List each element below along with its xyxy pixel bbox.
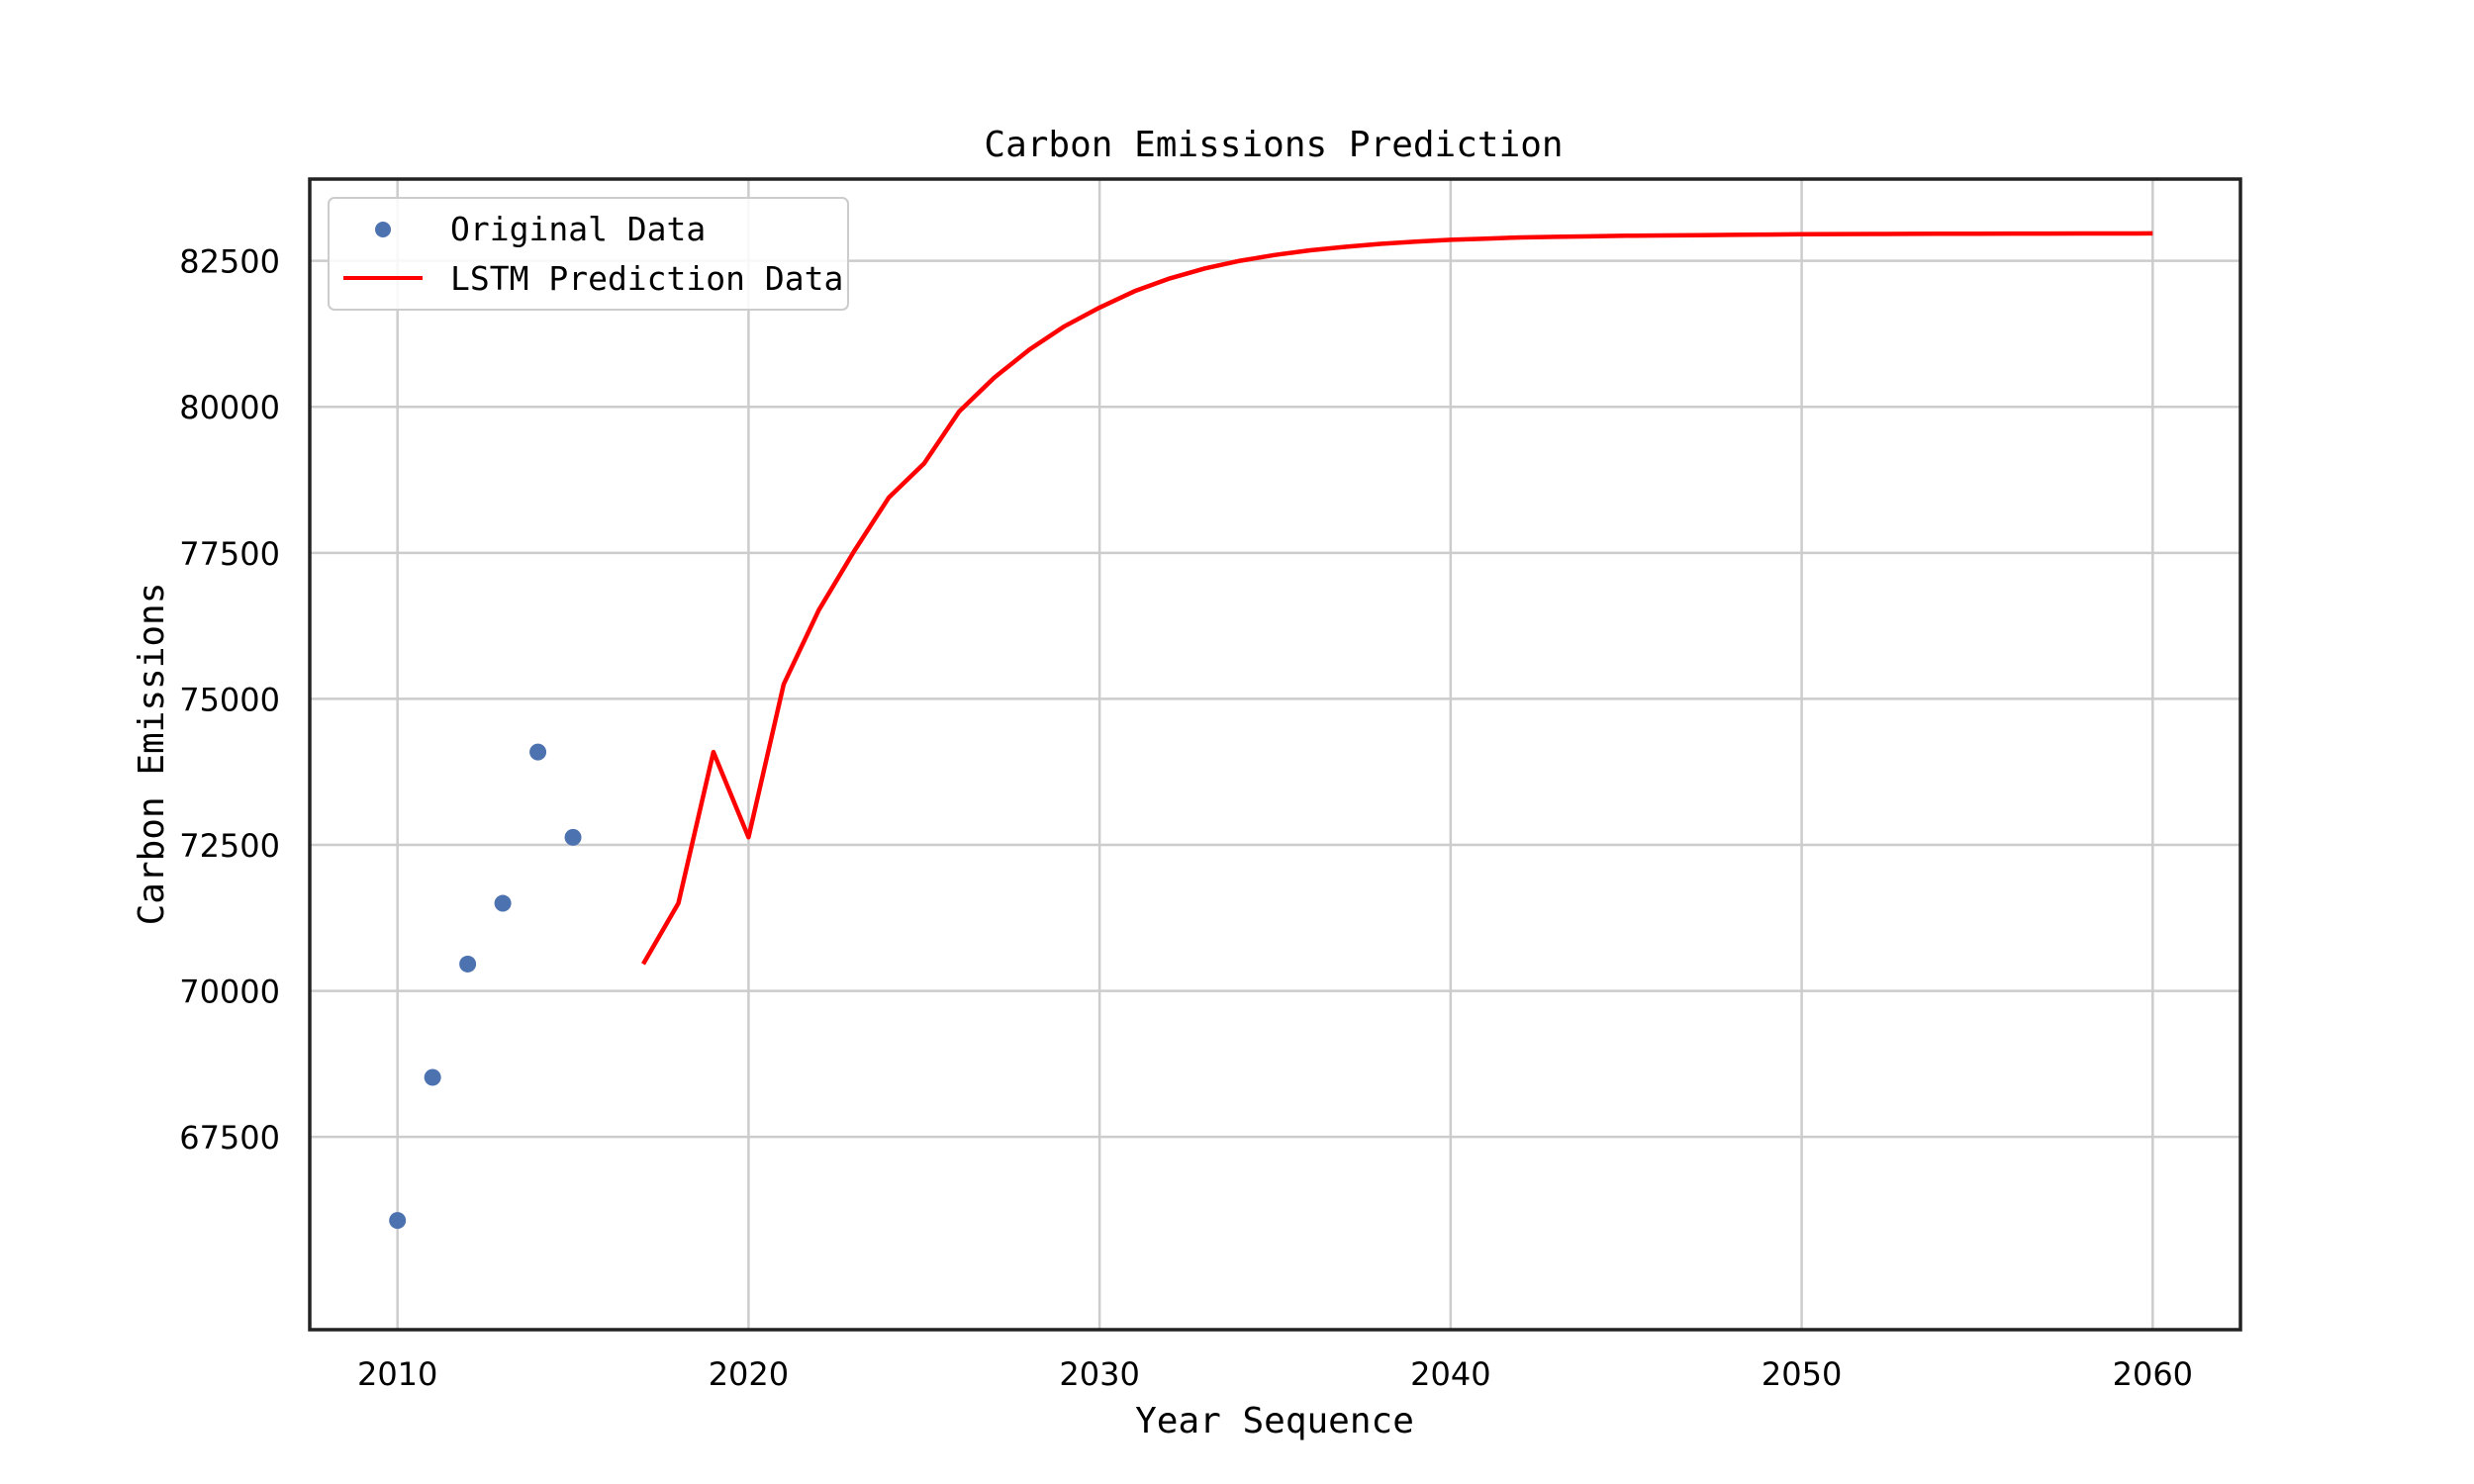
x-tick-label: 2050 [1761,1355,1842,1393]
original-data-point [424,1068,441,1086]
plot-frame [308,177,2242,1332]
legend-label-lstm: LSTM Prediction Data [450,259,843,298]
x-tick-label: 2040 [1410,1355,1490,1393]
x-tick-label: 2030 [1059,1355,1139,1393]
y-axis-label: Carbon Emissions [132,583,172,926]
data-layer [389,231,2153,1230]
y-tick-label: 67500 [179,1119,280,1157]
x-axis-label: Year Sequence [1135,1401,1414,1441]
legend-label-original: Original Data [450,210,706,248]
chart-title: Carbon Emissions Prediction [984,125,1563,165]
y-tick-label: 75000 [179,681,280,718]
grid [310,179,2240,1330]
legend: Original Data LSTM Prediction Data [328,197,849,311]
y-tick-label: 82500 [179,243,280,281]
x-tick-label: 2010 [357,1355,437,1393]
original-data-point [389,1212,407,1230]
legend-box [328,197,849,311]
original-data-point [494,894,512,912]
original-data-point [564,828,582,846]
original-data-point [459,955,477,973]
ticks: 2010 2020 2030 2040 2050 2060 67500 70000 72500 7… [179,243,2193,1393]
y-tick-label: 72500 [179,827,280,865]
legend-marker-original [375,222,391,237]
x-tick-label: 2020 [709,1355,789,1393]
lstm-prediction-line [641,231,2153,966]
x-tick-label: 2060 [2113,1355,2193,1393]
y-tick-label: 70000 [179,974,280,1011]
y-tick-label: 77500 [179,535,280,573]
original-data-point [529,743,547,761]
y-tick-label: 80000 [179,389,280,426]
